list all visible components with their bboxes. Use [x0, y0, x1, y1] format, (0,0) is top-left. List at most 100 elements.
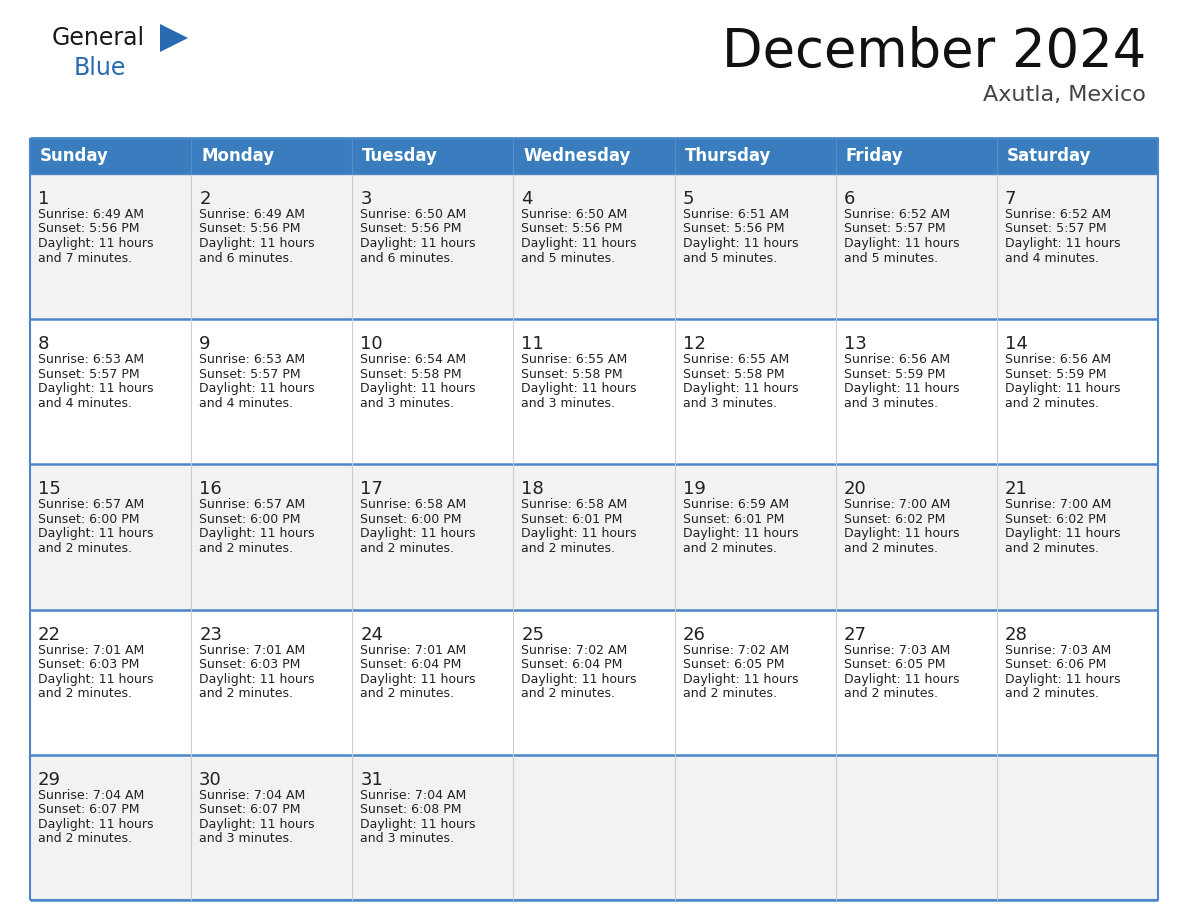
- Text: Sunset: 5:57 PM: Sunset: 5:57 PM: [200, 368, 301, 381]
- Text: Daylight: 11 hours: Daylight: 11 hours: [360, 237, 475, 250]
- Text: Sunset: 5:56 PM: Sunset: 5:56 PM: [683, 222, 784, 236]
- Text: and 2 minutes.: and 2 minutes.: [200, 542, 293, 554]
- Text: Sunset: 6:03 PM: Sunset: 6:03 PM: [38, 658, 139, 671]
- Text: 17: 17: [360, 480, 384, 498]
- Text: Daylight: 11 hours: Daylight: 11 hours: [360, 528, 475, 541]
- Text: Sunset: 5:56 PM: Sunset: 5:56 PM: [522, 222, 623, 236]
- Text: and 5 minutes.: and 5 minutes.: [843, 252, 937, 264]
- Text: and 3 minutes.: and 3 minutes.: [683, 397, 777, 409]
- Text: and 4 minutes.: and 4 minutes.: [1005, 252, 1099, 264]
- Text: Daylight: 11 hours: Daylight: 11 hours: [522, 528, 637, 541]
- Text: Sunset: 6:04 PM: Sunset: 6:04 PM: [360, 658, 462, 671]
- Text: Saturday: Saturday: [1007, 147, 1092, 165]
- Text: Sunrise: 7:02 AM: Sunrise: 7:02 AM: [683, 644, 789, 656]
- Text: Sunset: 6:00 PM: Sunset: 6:00 PM: [200, 513, 301, 526]
- Text: Sunset: 5:57 PM: Sunset: 5:57 PM: [1005, 222, 1106, 236]
- Text: and 3 minutes.: and 3 minutes.: [360, 833, 454, 845]
- Text: and 3 minutes.: and 3 minutes.: [360, 397, 454, 409]
- Polygon shape: [160, 24, 188, 52]
- Text: Friday: Friday: [846, 147, 903, 165]
- Text: Sunset: 6:00 PM: Sunset: 6:00 PM: [38, 513, 139, 526]
- Text: Sunrise: 7:00 AM: Sunrise: 7:00 AM: [843, 498, 950, 511]
- Text: Daylight: 11 hours: Daylight: 11 hours: [522, 382, 637, 396]
- Text: Sunset: 6:06 PM: Sunset: 6:06 PM: [1005, 658, 1106, 671]
- Text: Sunset: 6:08 PM: Sunset: 6:08 PM: [360, 803, 462, 816]
- Text: 24: 24: [360, 625, 384, 644]
- Text: Daylight: 11 hours: Daylight: 11 hours: [522, 237, 637, 250]
- Text: Axutla, Mexico: Axutla, Mexico: [984, 85, 1146, 105]
- Text: 6: 6: [843, 190, 855, 208]
- Text: General: General: [52, 26, 145, 50]
- Bar: [30, 319, 1158, 465]
- Text: Sunrise: 7:01 AM: Sunrise: 7:01 AM: [38, 644, 144, 656]
- Text: Daylight: 11 hours: Daylight: 11 hours: [843, 237, 959, 250]
- Text: Sunset: 5:57 PM: Sunset: 5:57 PM: [38, 368, 140, 381]
- Bar: [30, 465, 1158, 610]
- Text: Daylight: 11 hours: Daylight: 11 hours: [200, 673, 315, 686]
- Bar: [30, 755, 1158, 900]
- Text: Sunset: 5:56 PM: Sunset: 5:56 PM: [38, 222, 139, 236]
- Text: and 2 minutes.: and 2 minutes.: [683, 687, 777, 700]
- Text: and 2 minutes.: and 2 minutes.: [843, 687, 937, 700]
- Text: 10: 10: [360, 335, 383, 353]
- Text: Sunset: 6:07 PM: Sunset: 6:07 PM: [38, 803, 139, 816]
- Text: Daylight: 11 hours: Daylight: 11 hours: [683, 528, 798, 541]
- Text: Thursday: Thursday: [684, 147, 771, 165]
- Text: 2: 2: [200, 190, 210, 208]
- Text: Daylight: 11 hours: Daylight: 11 hours: [1005, 382, 1120, 396]
- Text: Sunrise: 7:03 AM: Sunrise: 7:03 AM: [1005, 644, 1111, 656]
- Text: 14: 14: [1005, 335, 1028, 353]
- Text: Daylight: 11 hours: Daylight: 11 hours: [200, 528, 315, 541]
- Text: and 3 minutes.: and 3 minutes.: [843, 397, 937, 409]
- Text: 1: 1: [38, 190, 50, 208]
- Text: 22: 22: [38, 625, 61, 644]
- Text: and 3 minutes.: and 3 minutes.: [200, 833, 293, 845]
- Text: Sunset: 5:58 PM: Sunset: 5:58 PM: [360, 368, 462, 381]
- Text: and 5 minutes.: and 5 minutes.: [522, 252, 615, 264]
- Text: Sunrise: 6:50 AM: Sunrise: 6:50 AM: [522, 208, 627, 221]
- Text: 5: 5: [683, 190, 694, 208]
- Text: Daylight: 11 hours: Daylight: 11 hours: [1005, 528, 1120, 541]
- Text: Sunrise: 6:54 AM: Sunrise: 6:54 AM: [360, 353, 467, 366]
- Text: Sunset: 6:01 PM: Sunset: 6:01 PM: [522, 513, 623, 526]
- Text: Sunset: 5:59 PM: Sunset: 5:59 PM: [1005, 368, 1106, 381]
- Text: Daylight: 11 hours: Daylight: 11 hours: [843, 382, 959, 396]
- Text: 8: 8: [38, 335, 50, 353]
- Text: 19: 19: [683, 480, 706, 498]
- Text: and 5 minutes.: and 5 minutes.: [683, 252, 777, 264]
- Text: and 6 minutes.: and 6 minutes.: [200, 252, 293, 264]
- Text: Daylight: 11 hours: Daylight: 11 hours: [38, 528, 153, 541]
- Text: 11: 11: [522, 335, 544, 353]
- Bar: [30, 138, 1158, 174]
- Text: Daylight: 11 hours: Daylight: 11 hours: [200, 382, 315, 396]
- Text: Daylight: 11 hours: Daylight: 11 hours: [1005, 237, 1120, 250]
- Text: Blue: Blue: [74, 56, 126, 80]
- Text: Sunrise: 7:04 AM: Sunrise: 7:04 AM: [360, 789, 467, 801]
- Text: and 2 minutes.: and 2 minutes.: [360, 542, 454, 554]
- Text: Sunset: 6:01 PM: Sunset: 6:01 PM: [683, 513, 784, 526]
- Text: and 2 minutes.: and 2 minutes.: [200, 687, 293, 700]
- Text: Sunrise: 6:57 AM: Sunrise: 6:57 AM: [200, 498, 305, 511]
- Text: Daylight: 11 hours: Daylight: 11 hours: [38, 818, 153, 831]
- Text: Sunrise: 6:51 AM: Sunrise: 6:51 AM: [683, 208, 789, 221]
- Text: 31: 31: [360, 771, 384, 789]
- Text: and 2 minutes.: and 2 minutes.: [1005, 397, 1099, 409]
- Text: Daylight: 11 hours: Daylight: 11 hours: [843, 528, 959, 541]
- Text: 9: 9: [200, 335, 210, 353]
- Text: Sunset: 6:04 PM: Sunset: 6:04 PM: [522, 658, 623, 671]
- Text: 26: 26: [683, 625, 706, 644]
- Text: Sunrise: 7:00 AM: Sunrise: 7:00 AM: [1005, 498, 1111, 511]
- Text: Sunrise: 6:59 AM: Sunrise: 6:59 AM: [683, 498, 789, 511]
- Text: Tuesday: Tuesday: [362, 147, 438, 165]
- Text: Daylight: 11 hours: Daylight: 11 hours: [683, 673, 798, 686]
- Text: Sunrise: 6:50 AM: Sunrise: 6:50 AM: [360, 208, 467, 221]
- Text: Sunset: 6:05 PM: Sunset: 6:05 PM: [843, 658, 946, 671]
- Text: Sunrise: 6:55 AM: Sunrise: 6:55 AM: [683, 353, 789, 366]
- Text: and 4 minutes.: and 4 minutes.: [200, 397, 293, 409]
- Text: Sunset: 5:59 PM: Sunset: 5:59 PM: [843, 368, 946, 381]
- Text: Sunset: 6:03 PM: Sunset: 6:03 PM: [200, 658, 301, 671]
- Text: and 2 minutes.: and 2 minutes.: [38, 542, 132, 554]
- Text: Sunset: 6:02 PM: Sunset: 6:02 PM: [843, 513, 946, 526]
- Text: Daylight: 11 hours: Daylight: 11 hours: [683, 237, 798, 250]
- Text: 15: 15: [38, 480, 61, 498]
